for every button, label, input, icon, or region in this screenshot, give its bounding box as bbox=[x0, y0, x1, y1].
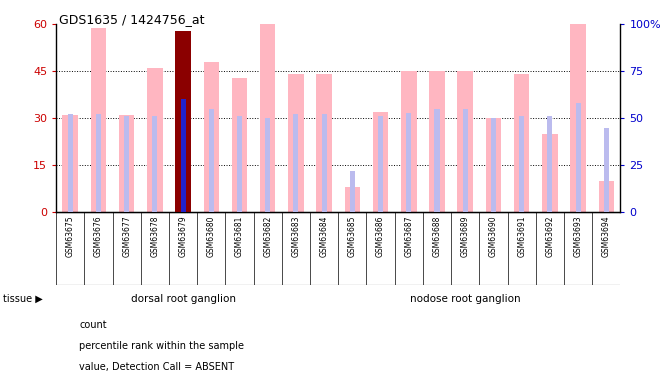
Text: tissue ▶: tissue ▶ bbox=[3, 294, 43, 304]
Bar bbox=[547, 116, 552, 212]
Bar bbox=[576, 103, 581, 212]
Bar bbox=[519, 116, 524, 212]
Bar bbox=[429, 71, 445, 212]
Text: GDS1635 / 1424756_at: GDS1635 / 1424756_at bbox=[59, 13, 205, 26]
Bar bbox=[237, 116, 242, 212]
Text: GSM63690: GSM63690 bbox=[489, 216, 498, 257]
Bar bbox=[124, 116, 129, 212]
Text: GSM63676: GSM63676 bbox=[94, 216, 103, 257]
Bar bbox=[345, 187, 360, 212]
Bar bbox=[514, 74, 529, 212]
Text: GSM63694: GSM63694 bbox=[602, 216, 611, 257]
Text: GSM63677: GSM63677 bbox=[122, 216, 131, 257]
Text: GSM63675: GSM63675 bbox=[66, 216, 75, 257]
Text: GSM63679: GSM63679 bbox=[179, 216, 187, 257]
Text: GSM63686: GSM63686 bbox=[376, 216, 385, 257]
Bar bbox=[407, 112, 411, 212]
Bar bbox=[604, 128, 609, 212]
Bar bbox=[316, 74, 332, 212]
Bar bbox=[181, 99, 185, 212]
Bar bbox=[203, 62, 219, 212]
Text: percentile rank within the sample: percentile rank within the sample bbox=[79, 341, 244, 351]
Text: GSM63682: GSM63682 bbox=[263, 216, 272, 257]
Bar bbox=[463, 109, 468, 212]
Text: nodose root ganglion: nodose root ganglion bbox=[410, 294, 521, 304]
Bar bbox=[90, 27, 106, 212]
Text: GSM63684: GSM63684 bbox=[319, 216, 329, 257]
Bar bbox=[96, 114, 101, 212]
Bar bbox=[288, 74, 304, 212]
Text: GSM63678: GSM63678 bbox=[150, 216, 159, 257]
Bar bbox=[232, 78, 248, 212]
Bar bbox=[176, 31, 191, 212]
Bar bbox=[181, 99, 185, 212]
Bar bbox=[350, 171, 355, 212]
Bar bbox=[152, 116, 157, 212]
Text: GSM63693: GSM63693 bbox=[574, 216, 583, 257]
Bar bbox=[486, 118, 501, 212]
Text: GSM63683: GSM63683 bbox=[292, 216, 300, 257]
Text: value, Detection Call = ABSENT: value, Detection Call = ABSENT bbox=[79, 362, 234, 372]
Bar bbox=[599, 181, 614, 212]
Bar bbox=[147, 68, 162, 212]
Bar bbox=[176, 31, 191, 212]
Bar bbox=[542, 134, 558, 212]
Bar bbox=[373, 112, 388, 212]
Bar bbox=[260, 24, 275, 212]
Bar bbox=[294, 114, 298, 212]
Bar bbox=[209, 109, 214, 212]
Text: dorsal root ganglion: dorsal root ganglion bbox=[131, 294, 236, 304]
Text: count: count bbox=[79, 320, 107, 330]
Bar bbox=[321, 114, 327, 212]
Bar bbox=[491, 118, 496, 212]
Bar bbox=[434, 109, 440, 212]
Bar bbox=[63, 115, 78, 212]
Text: GSM63687: GSM63687 bbox=[405, 216, 413, 257]
Text: GSM63688: GSM63688 bbox=[432, 216, 442, 257]
Text: GSM63680: GSM63680 bbox=[207, 216, 216, 257]
Text: GSM63692: GSM63692 bbox=[545, 216, 554, 257]
Bar bbox=[457, 71, 473, 212]
Text: GSM63681: GSM63681 bbox=[235, 216, 244, 257]
Bar bbox=[265, 118, 270, 212]
Bar bbox=[119, 115, 135, 212]
Bar bbox=[378, 116, 383, 212]
Text: GSM63691: GSM63691 bbox=[517, 216, 526, 257]
Bar bbox=[68, 114, 73, 212]
Bar bbox=[401, 71, 416, 212]
Bar bbox=[570, 24, 586, 212]
Text: GSM63689: GSM63689 bbox=[461, 216, 470, 257]
Text: GSM63685: GSM63685 bbox=[348, 216, 357, 257]
